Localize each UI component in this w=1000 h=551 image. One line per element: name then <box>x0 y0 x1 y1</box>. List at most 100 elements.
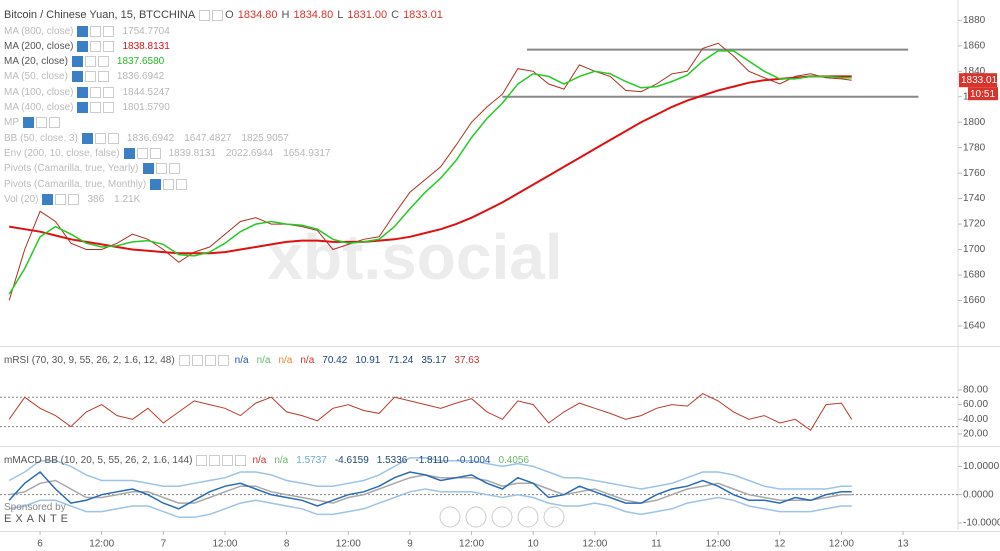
icon-button[interactable] <box>191 354 203 366</box>
panel-title: mMACD BB (10, 20, 5, 55, 26, 2, 1.6, 144… <box>4 454 193 466</box>
x-tick-label: 13 <box>897 539 909 550</box>
y-tick-label: 1780 <box>963 142 986 153</box>
icon-button[interactable] <box>103 86 115 98</box>
icon-button[interactable] <box>204 354 216 366</box>
series-line <box>8 50 852 295</box>
icon-button[interactable] <box>55 193 67 205</box>
indicator-name: MA (20, close) <box>4 56 68 68</box>
icon-button[interactable] <box>209 454 221 466</box>
x-tick-label: 9 <box>407 539 413 550</box>
icon-button[interactable] <box>103 40 115 52</box>
zoom-button[interactable] <box>543 506 565 528</box>
icon-button[interactable] <box>168 163 180 175</box>
eye-button[interactable] <box>123 147 135 159</box>
eye-button[interactable] <box>142 163 154 175</box>
icon-button[interactable] <box>199 9 211 21</box>
panel-value: -1.8110 <box>415 454 449 466</box>
icon-button[interactable] <box>136 147 148 159</box>
panel-value: n/a <box>252 454 267 466</box>
indicator-name: Vol (20) <box>4 193 39 205</box>
icon-button[interactable] <box>84 56 96 68</box>
panel-value: n/a <box>274 454 289 466</box>
eye-button[interactable] <box>42 193 54 205</box>
icon-button[interactable] <box>178 354 190 366</box>
icon-button[interactable] <box>103 25 115 37</box>
panel-value: 37.63 <box>454 354 480 366</box>
icon-button[interactable] <box>235 454 247 466</box>
indicator-value: 1836.6942 <box>116 71 165 83</box>
indicator-value: 1837.6580 <box>116 56 165 68</box>
indicator-value: 1654.9317 <box>283 147 331 159</box>
icon-button[interactable] <box>217 354 229 366</box>
icon-button[interactable] <box>49 117 60 129</box>
icon-button[interactable] <box>97 56 109 68</box>
icon-button[interactable] <box>163 178 175 190</box>
x-tick-label: 12:00 <box>212 539 237 550</box>
zoom-button[interactable] <box>439 506 461 528</box>
price-label: 1833.01 <box>961 75 998 86</box>
eye-button[interactable] <box>81 132 93 144</box>
indicator-value: 1647.4827 <box>184 132 232 144</box>
y-tick-label: 1760 <box>963 168 986 179</box>
icon-button[interactable] <box>103 102 115 113</box>
x-tick-label: 12:00 <box>459 539 484 550</box>
indicator-value: 1844.5247 <box>122 86 170 98</box>
x-tick-label: 8 <box>284 539 290 550</box>
eye-button[interactable] <box>71 56 83 68</box>
eye-button[interactable] <box>77 25 89 37</box>
eye-button[interactable] <box>150 178 162 190</box>
indicator-row: MA (400, close) 1801.5790 <box>4 101 174 115</box>
x-tick-label: 12:00 <box>582 539 607 550</box>
icon-button[interactable] <box>155 163 167 175</box>
indicator-row: Pivots (Camarilla, true, Monthly) <box>4 177 189 191</box>
icon-button[interactable] <box>68 193 80 205</box>
x-tick-label: 12:00 <box>829 539 854 550</box>
eye-button[interactable] <box>77 86 89 98</box>
icon-button[interactable] <box>90 40 102 52</box>
zoom-button[interactable] <box>517 506 539 528</box>
x-tick-label: 10 <box>528 539 540 550</box>
icon-button[interactable] <box>212 9 224 21</box>
indicator-value: 386 <box>87 193 105 205</box>
indicator-row: Pivots (Camarilla, true, Yearly) <box>4 162 182 176</box>
panel-value: n/a <box>234 354 249 366</box>
series-line <box>9 488 852 519</box>
indicator-name: MP <box>4 117 19 129</box>
icon-button[interactable] <box>196 454 208 466</box>
icon-button[interactable] <box>36 117 47 129</box>
indicator-row: Env (200, 10, close, false) 1839.8131 2022… <box>4 146 334 160</box>
panel-value: 1.5737 <box>296 454 327 466</box>
icon-button[interactable] <box>97 71 109 83</box>
icon-button[interactable] <box>90 86 102 98</box>
eye-button[interactable] <box>71 71 83 83</box>
indicator-row: MA (20, close) 1837.6580 <box>4 55 168 69</box>
y-tick-label: 1800 <box>963 117 986 128</box>
icon-button[interactable] <box>149 147 161 159</box>
x-tick-label: 12:00 <box>89 539 114 550</box>
zoom-button[interactable] <box>465 506 487 528</box>
indicator-value: 1839.8131 <box>168 147 216 159</box>
icon-button[interactable] <box>84 71 96 83</box>
icon-button[interactable] <box>90 102 102 113</box>
y-tick-label: 1860 <box>963 40 986 51</box>
zoom-button[interactable] <box>491 506 513 528</box>
sponsor-text: Sponsored by <box>4 502 66 513</box>
indicator-value: 2022.6944 <box>225 147 274 159</box>
icon-button[interactable] <box>90 25 102 37</box>
indicator-name: Env (200, 10, close, false) <box>4 147 120 159</box>
icon-button[interactable] <box>222 454 234 466</box>
eye-button[interactable] <box>77 102 89 113</box>
indicator-value: 1838.8131 <box>122 40 170 52</box>
panel-title: mRSI (70, 30, 9, 55, 26, 2, 1.6, 12, 48) <box>4 354 175 366</box>
icon-button[interactable] <box>176 178 188 190</box>
ohlc-value: 1834.80 <box>293 9 334 21</box>
ohlc-label: H <box>281 9 290 21</box>
icon-button[interactable] <box>107 132 119 144</box>
y-tick-label: 1680 <box>963 270 986 281</box>
eye-button[interactable] <box>23 117 34 129</box>
eye-button[interactable] <box>77 40 89 52</box>
icon-button[interactable] <box>94 132 106 144</box>
panel-value: n/a <box>278 354 293 366</box>
watermark: xbt.social <box>267 221 562 293</box>
